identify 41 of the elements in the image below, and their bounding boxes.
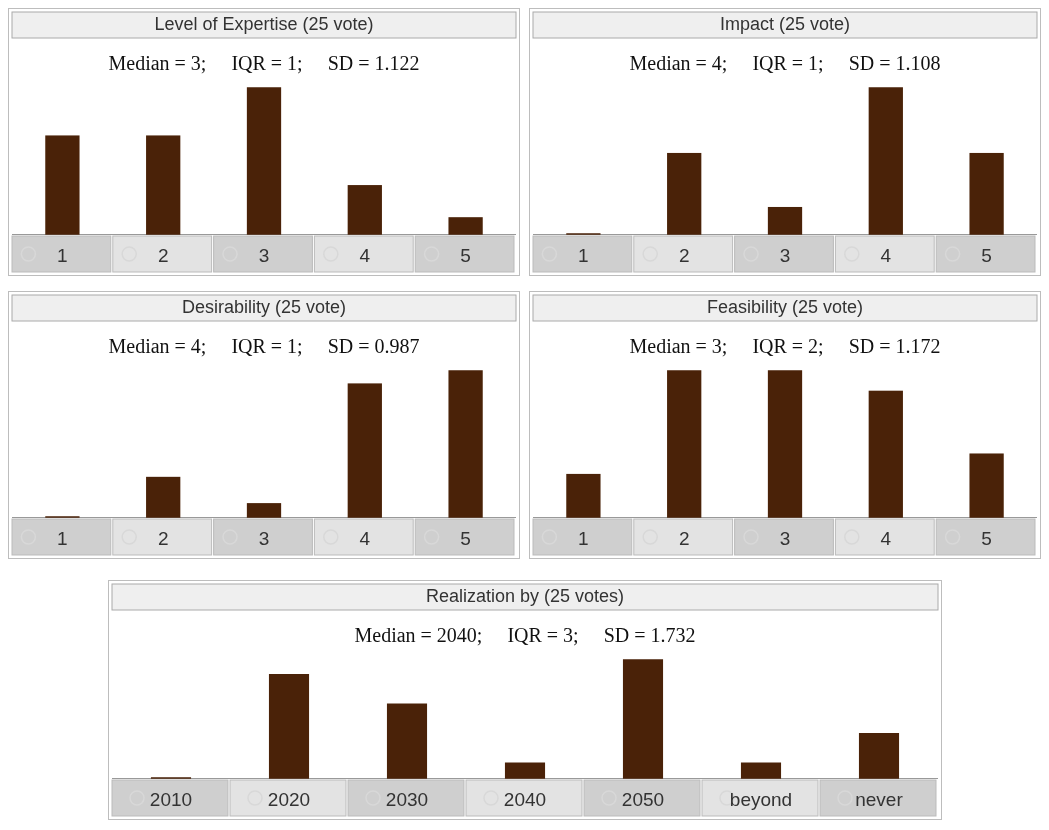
bar — [448, 217, 483, 235]
x-tick-label: 2030 — [385, 789, 429, 810]
x-tick-label: 2 — [157, 528, 169, 549]
x-tick-label: 3 — [779, 528, 791, 549]
x-tick-label: 2040 — [503, 789, 547, 810]
x-tick-label: 2 — [678, 528, 690, 549]
x-tick-label: 2020 — [267, 789, 311, 810]
x-tick-label: 5 — [981, 245, 992, 266]
x-tick-label: 4 — [359, 245, 371, 266]
chart-title: Feasibility (25 vote) — [706, 297, 864, 317]
x-tick-label: beyond — [729, 789, 793, 810]
x-tick-label: never — [855, 789, 904, 810]
x-tick-label: 5 — [460, 528, 471, 549]
x-tick-label: 1 — [57, 245, 68, 266]
x-tick-label: 2050 — [621, 789, 665, 810]
chart-subtitle: Median = 2040; IQR = 3; SD = 1.732 — [354, 624, 696, 646]
x-tick-label: 2 — [678, 245, 690, 266]
chart-title: Desirability (25 vote) — [181, 297, 347, 317]
chart-subtitle: Median = 4; IQR = 1; SD = 0.987 — [108, 335, 420, 357]
chart-title: Level of Expertise (25 vote) — [154, 14, 374, 34]
x-tick-label: 3 — [258, 528, 270, 549]
chart-subtitle: Median = 4; IQR = 1; SD = 1.108 — [629, 52, 941, 74]
x-tick-label: 3 — [779, 245, 791, 266]
x-tick-label: 4 — [880, 528, 892, 549]
x-tick-label: 2010 — [149, 789, 193, 810]
chart-subtitle: Median = 3; IQR = 1; SD = 1.122 — [108, 52, 420, 74]
x-tick-label: 5 — [981, 528, 992, 549]
x-tick-label: 2 — [157, 245, 169, 266]
x-tick-label: 1 — [57, 528, 68, 549]
x-tick-label: 1 — [578, 528, 589, 549]
x-tick-label: 1 — [578, 245, 589, 266]
x-tick-label: 4 — [359, 528, 371, 549]
chart-title: Realization by (25 votes) — [425, 586, 625, 606]
x-tick-label: 5 — [460, 245, 471, 266]
bar — [246, 503, 282, 518]
chart-title: Impact (25 vote) — [719, 14, 851, 34]
chart-subtitle: Median = 3; IQR = 2; SD = 1.172 — [629, 335, 941, 357]
x-tick-label: 3 — [258, 245, 270, 266]
x-tick-label: 4 — [880, 245, 892, 266]
bar — [504, 762, 546, 779]
bar — [740, 762, 782, 779]
